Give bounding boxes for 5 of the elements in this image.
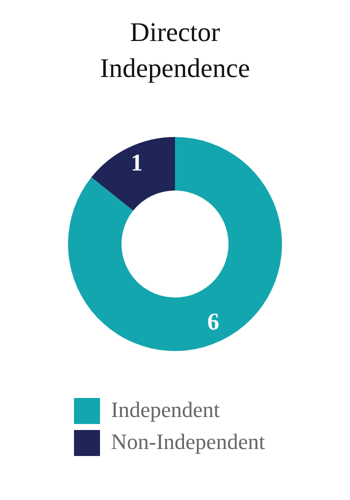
chart-title: Director Independence: [99, 16, 251, 85]
data-label: 6: [207, 310, 220, 336]
legend-label: Independent: [111, 396, 220, 422]
legend-label: Non-Independent: [111, 428, 265, 454]
data-label: 1: [130, 150, 143, 177]
